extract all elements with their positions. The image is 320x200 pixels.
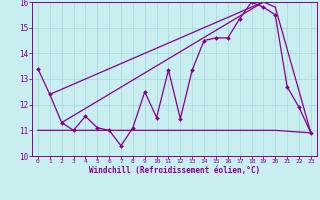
X-axis label: Windchill (Refroidissement éolien,°C): Windchill (Refroidissement éolien,°C): [89, 166, 260, 175]
